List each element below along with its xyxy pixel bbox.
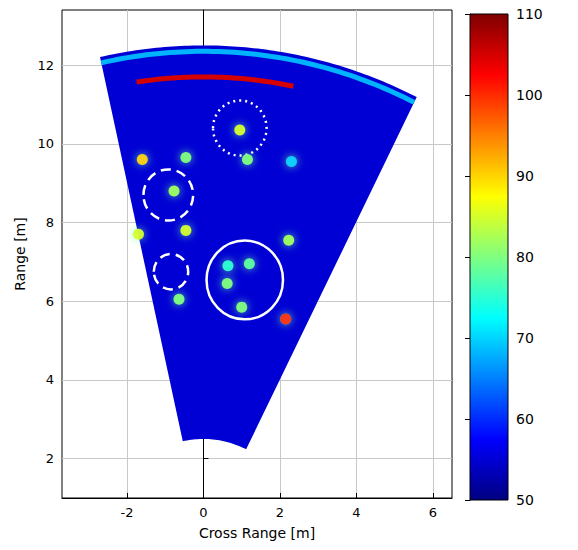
svg-text:8: 8	[46, 215, 54, 230]
svg-text:2: 2	[46, 451, 54, 466]
svg-text:12: 12	[37, 58, 54, 73]
svg-text:10: 10	[37, 136, 54, 151]
svg-text:4: 4	[46, 372, 54, 387]
svg-text:-2: -2	[121, 505, 134, 520]
svg-text:70: 70	[516, 330, 534, 346]
svg-text:110: 110	[516, 6, 543, 22]
svg-text:90: 90	[516, 168, 534, 184]
svg-text:60: 60	[516, 411, 534, 427]
svg-text:4: 4	[352, 505, 360, 520]
svg-text:Cross Range [m]: Cross Range [m]	[199, 525, 315, 541]
svg-text:6: 6	[429, 505, 437, 520]
svg-text:0: 0	[199, 505, 207, 520]
svg-text:6: 6	[46, 294, 54, 309]
svg-text:50: 50	[516, 492, 534, 508]
svg-text:100: 100	[516, 87, 543, 103]
svg-text:2: 2	[276, 505, 284, 520]
svg-text:Range [m]: Range [m]	[12, 217, 28, 290]
svg-text:80: 80	[516, 249, 534, 265]
